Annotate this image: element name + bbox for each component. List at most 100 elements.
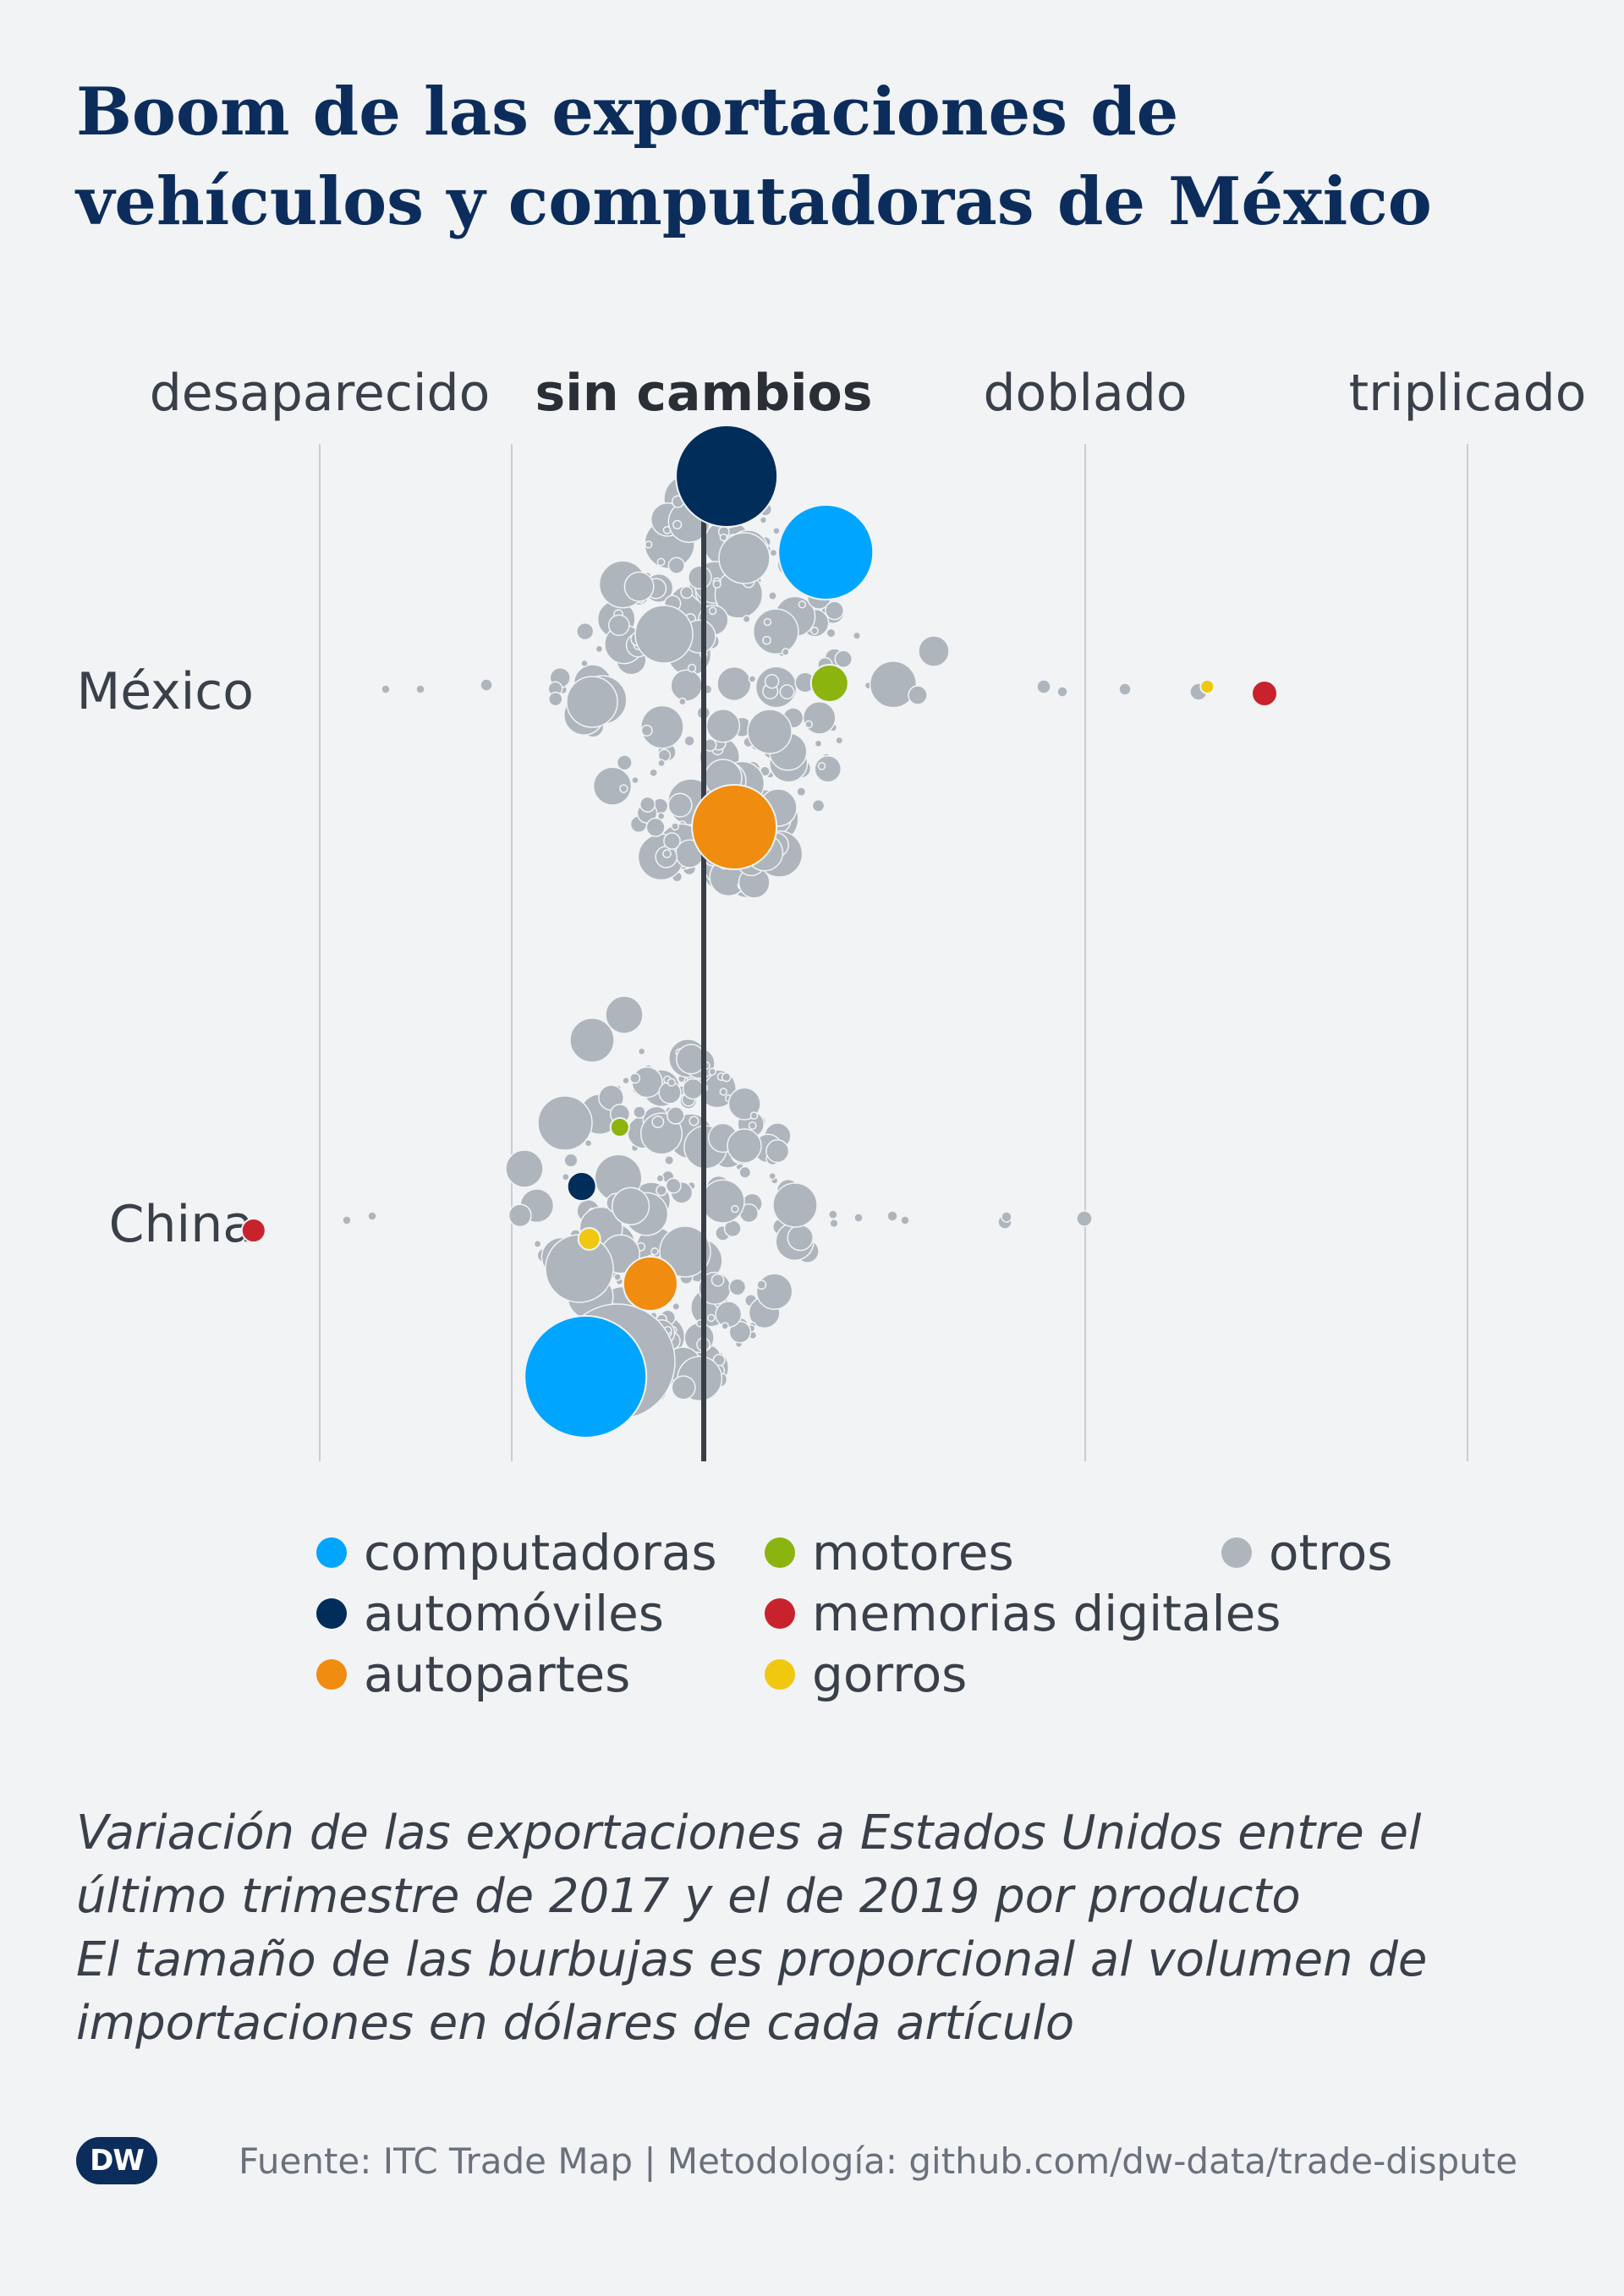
bubble-otros (634, 605, 694, 664)
bubble-otros (1036, 679, 1051, 694)
bubble-autopartes-china (622, 1256, 678, 1312)
bubble-otros (576, 622, 595, 641)
row-labels: México China (76, 662, 254, 1254)
bubble-otros (616, 754, 633, 771)
bubble-otros (659, 1225, 711, 1278)
x-axis-labels: desaparecido sin cambios doblado triplic… (150, 364, 1587, 423)
bubble-otros (727, 1087, 761, 1121)
bubble-otros (687, 663, 697, 673)
bubble-otros (748, 675, 757, 683)
x-tick-label-sin-cambios: sin cambios (535, 364, 873, 423)
bubble-otros (667, 556, 685, 574)
bubble-otros (613, 1273, 622, 1281)
bubble-otros (708, 606, 717, 616)
bubble-otros (650, 1247, 659, 1256)
bubble-otros (633, 1105, 646, 1119)
bubble-otros (537, 1095, 593, 1151)
bubble-otros (752, 608, 799, 655)
legend-swatch-autopartes (316, 1659, 347, 1690)
bubble-otros (671, 822, 680, 831)
bubble-otros (767, 591, 777, 601)
bubble-otros (707, 1313, 716, 1323)
bubble-otros (712, 579, 721, 589)
bubble-otros (682, 1077, 705, 1100)
bubble-otros (728, 1320, 752, 1344)
bubble-otros (908, 685, 928, 705)
bubble-otros (853, 1213, 864, 1223)
legend-item-computadoras: computadoras (316, 1524, 717, 1581)
bubble-otros (569, 1017, 615, 1063)
bubble-otros (611, 1186, 650, 1225)
x-tick-label-doblado: doblado (983, 364, 1187, 423)
bubble-otros (742, 615, 751, 624)
bubble-otros (719, 533, 728, 542)
bubble-otros (749, 1111, 759, 1121)
bubble-otros (762, 635, 771, 645)
bubble-otros (651, 1115, 665, 1129)
bubble-otros (721, 1322, 729, 1330)
bubble-motores-china (609, 1117, 630, 1137)
bubbles-highlighted (240, 425, 1278, 1438)
bubbles-otros (342, 454, 1208, 1420)
x-tick-label-desaparecido: desaparecido (150, 364, 491, 423)
chart-note-line: último trimestre de 2017 y el de 2019 po… (76, 1869, 1301, 1924)
bubble-otros (644, 540, 653, 549)
bubble-otros (772, 526, 781, 535)
bubble-motores-mexico (809, 664, 849, 703)
legend-label: gorros (812, 1646, 968, 1703)
bubble-otros (705, 708, 741, 743)
legend-item-memorias-digitales: memorias digitales (765, 1585, 1281, 1642)
bubble-otros (719, 1088, 728, 1096)
bubble-otros (656, 1174, 665, 1183)
bubble-otros (342, 1215, 352, 1225)
bubble-otros (605, 995, 644, 1034)
dw-logo: DW (76, 2137, 157, 2184)
bubble-otros (480, 678, 493, 692)
bubble-otros (640, 724, 653, 737)
source-text: Fuente: ITC Trade Map | Metodología: git… (239, 2140, 1518, 2182)
bubble-otros (765, 1139, 790, 1164)
bubble-otros (640, 704, 684, 749)
x-tick-label-triplicado: triplicado (1349, 364, 1587, 423)
bubble-otros (779, 684, 795, 700)
bubble-automoviles-china (566, 1171, 597, 1202)
chart-title-line: Boom de las exportaciones de (76, 74, 1179, 151)
bubble-otros (769, 548, 778, 557)
bubble-otros (826, 627, 837, 638)
bubble-otros (817, 762, 826, 770)
bubble-otros (764, 674, 780, 689)
bubble-otros (595, 644, 604, 654)
bubble-otros (869, 660, 918, 709)
bubble-otros (664, 1154, 675, 1166)
bubble-computadoras-mexico (777, 504, 875, 600)
bubble-otros (718, 532, 771, 584)
bubble-otros (367, 1211, 377, 1221)
bubble-automoviles-mexico (675, 425, 779, 528)
bubble-otros (782, 648, 790, 656)
bubble-otros (678, 697, 687, 706)
bubble-otros (1118, 682, 1132, 696)
bubble-otros (667, 1106, 685, 1125)
bubble-otros (802, 700, 837, 735)
bubble-gorros-mexico (1199, 679, 1215, 694)
bubble-otros (755, 1273, 793, 1311)
bubble-otros (533, 1240, 542, 1248)
legend-label: otros (1269, 1524, 1393, 1581)
legend-swatch-gorros (765, 1659, 795, 1690)
bubble-otros (1076, 1210, 1093, 1227)
bubble-memorias-digitales-china (240, 1218, 266, 1243)
footer: DW Fuente: ITC Trade Map | Metodología: … (76, 2131, 1565, 2190)
bubble-otros (835, 736, 844, 745)
legend-swatch-memorias-digitales (765, 1598, 795, 1629)
legend-swatch-motores (765, 1537, 795, 1568)
bubble-computadoras-china (524, 1315, 648, 1438)
bubble-otros (566, 676, 618, 728)
bubble-otros (825, 600, 845, 621)
bubble-otros (631, 775, 639, 785)
gridlines (319, 444, 1468, 1461)
bubble-otros (637, 1047, 646, 1056)
legend-swatch-otros (1221, 1537, 1252, 1568)
bubble-otros (662, 849, 672, 858)
bubble-otros (756, 1280, 767, 1290)
bubble-otros (584, 1139, 593, 1148)
